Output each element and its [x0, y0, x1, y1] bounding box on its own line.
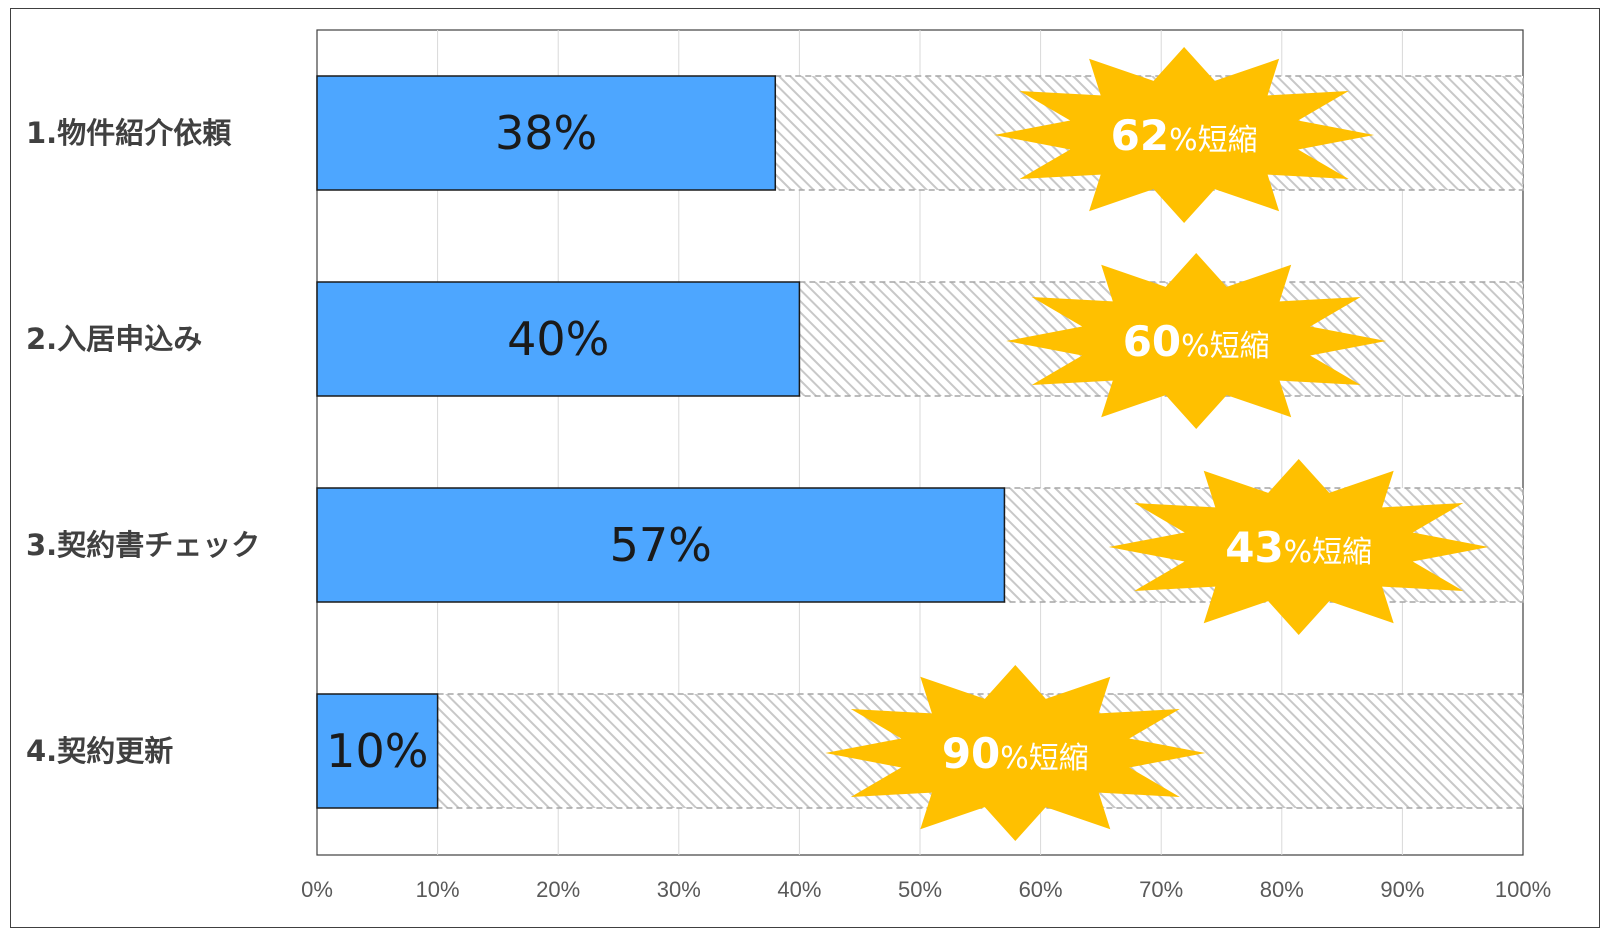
bar-value-label: 57% [610, 518, 712, 572]
callout-value: 90 [942, 729, 1000, 778]
bar-value-label: 40% [507, 312, 609, 366]
x-tick-label: 20% [536, 877, 580, 902]
x-tick-label: 100% [1495, 877, 1551, 902]
callout-value: 62 [1111, 111, 1169, 160]
category-label: 2.入居申込み [26, 322, 202, 356]
callout-burst [994, 47, 1375, 223]
callout-burst [825, 665, 1206, 841]
category-label: 1.物件紹介依頼 [26, 116, 232, 150]
x-tick-label: 10% [416, 877, 460, 902]
bar-primary [316, 281, 801, 397]
x-tick-label: 60% [1019, 877, 1063, 902]
callout-suffix: %短縮 [1181, 329, 1270, 364]
x-tick-label: 30% [657, 877, 701, 902]
callout-suffix: %短縮 [1000, 741, 1089, 776]
x-tick-label: 90% [1380, 877, 1424, 902]
bar-value-label: 38% [495, 106, 597, 160]
x-tick-label: 40% [777, 877, 821, 902]
callout-label: 43%短縮 [1225, 523, 1372, 572]
callout-label: 60%短縮 [1123, 317, 1270, 366]
callout-label: 90%短縮 [942, 729, 1089, 778]
x-tick-label: 70% [1139, 877, 1183, 902]
callout-burst [1006, 253, 1387, 429]
bar-value-label: 10% [326, 724, 428, 778]
bar-primary [316, 75, 777, 191]
category-label: 4.契約更新 [26, 734, 173, 768]
x-tick-label: 0% [301, 877, 333, 902]
bar-primary [316, 487, 1006, 603]
callout-value: 60 [1123, 317, 1181, 366]
category-label: 3.契約書チェック [26, 528, 260, 562]
bar-primary [316, 693, 439, 809]
callout-burst [1108, 459, 1489, 635]
callout-suffix: %短縮 [1169, 123, 1258, 158]
callout-suffix: %短縮 [1284, 535, 1373, 570]
callout-value: 43 [1225, 523, 1283, 572]
x-tick-label: 50% [898, 877, 942, 902]
callout-label: 62%短縮 [1111, 111, 1258, 160]
x-tick-label: 80% [1260, 877, 1304, 902]
